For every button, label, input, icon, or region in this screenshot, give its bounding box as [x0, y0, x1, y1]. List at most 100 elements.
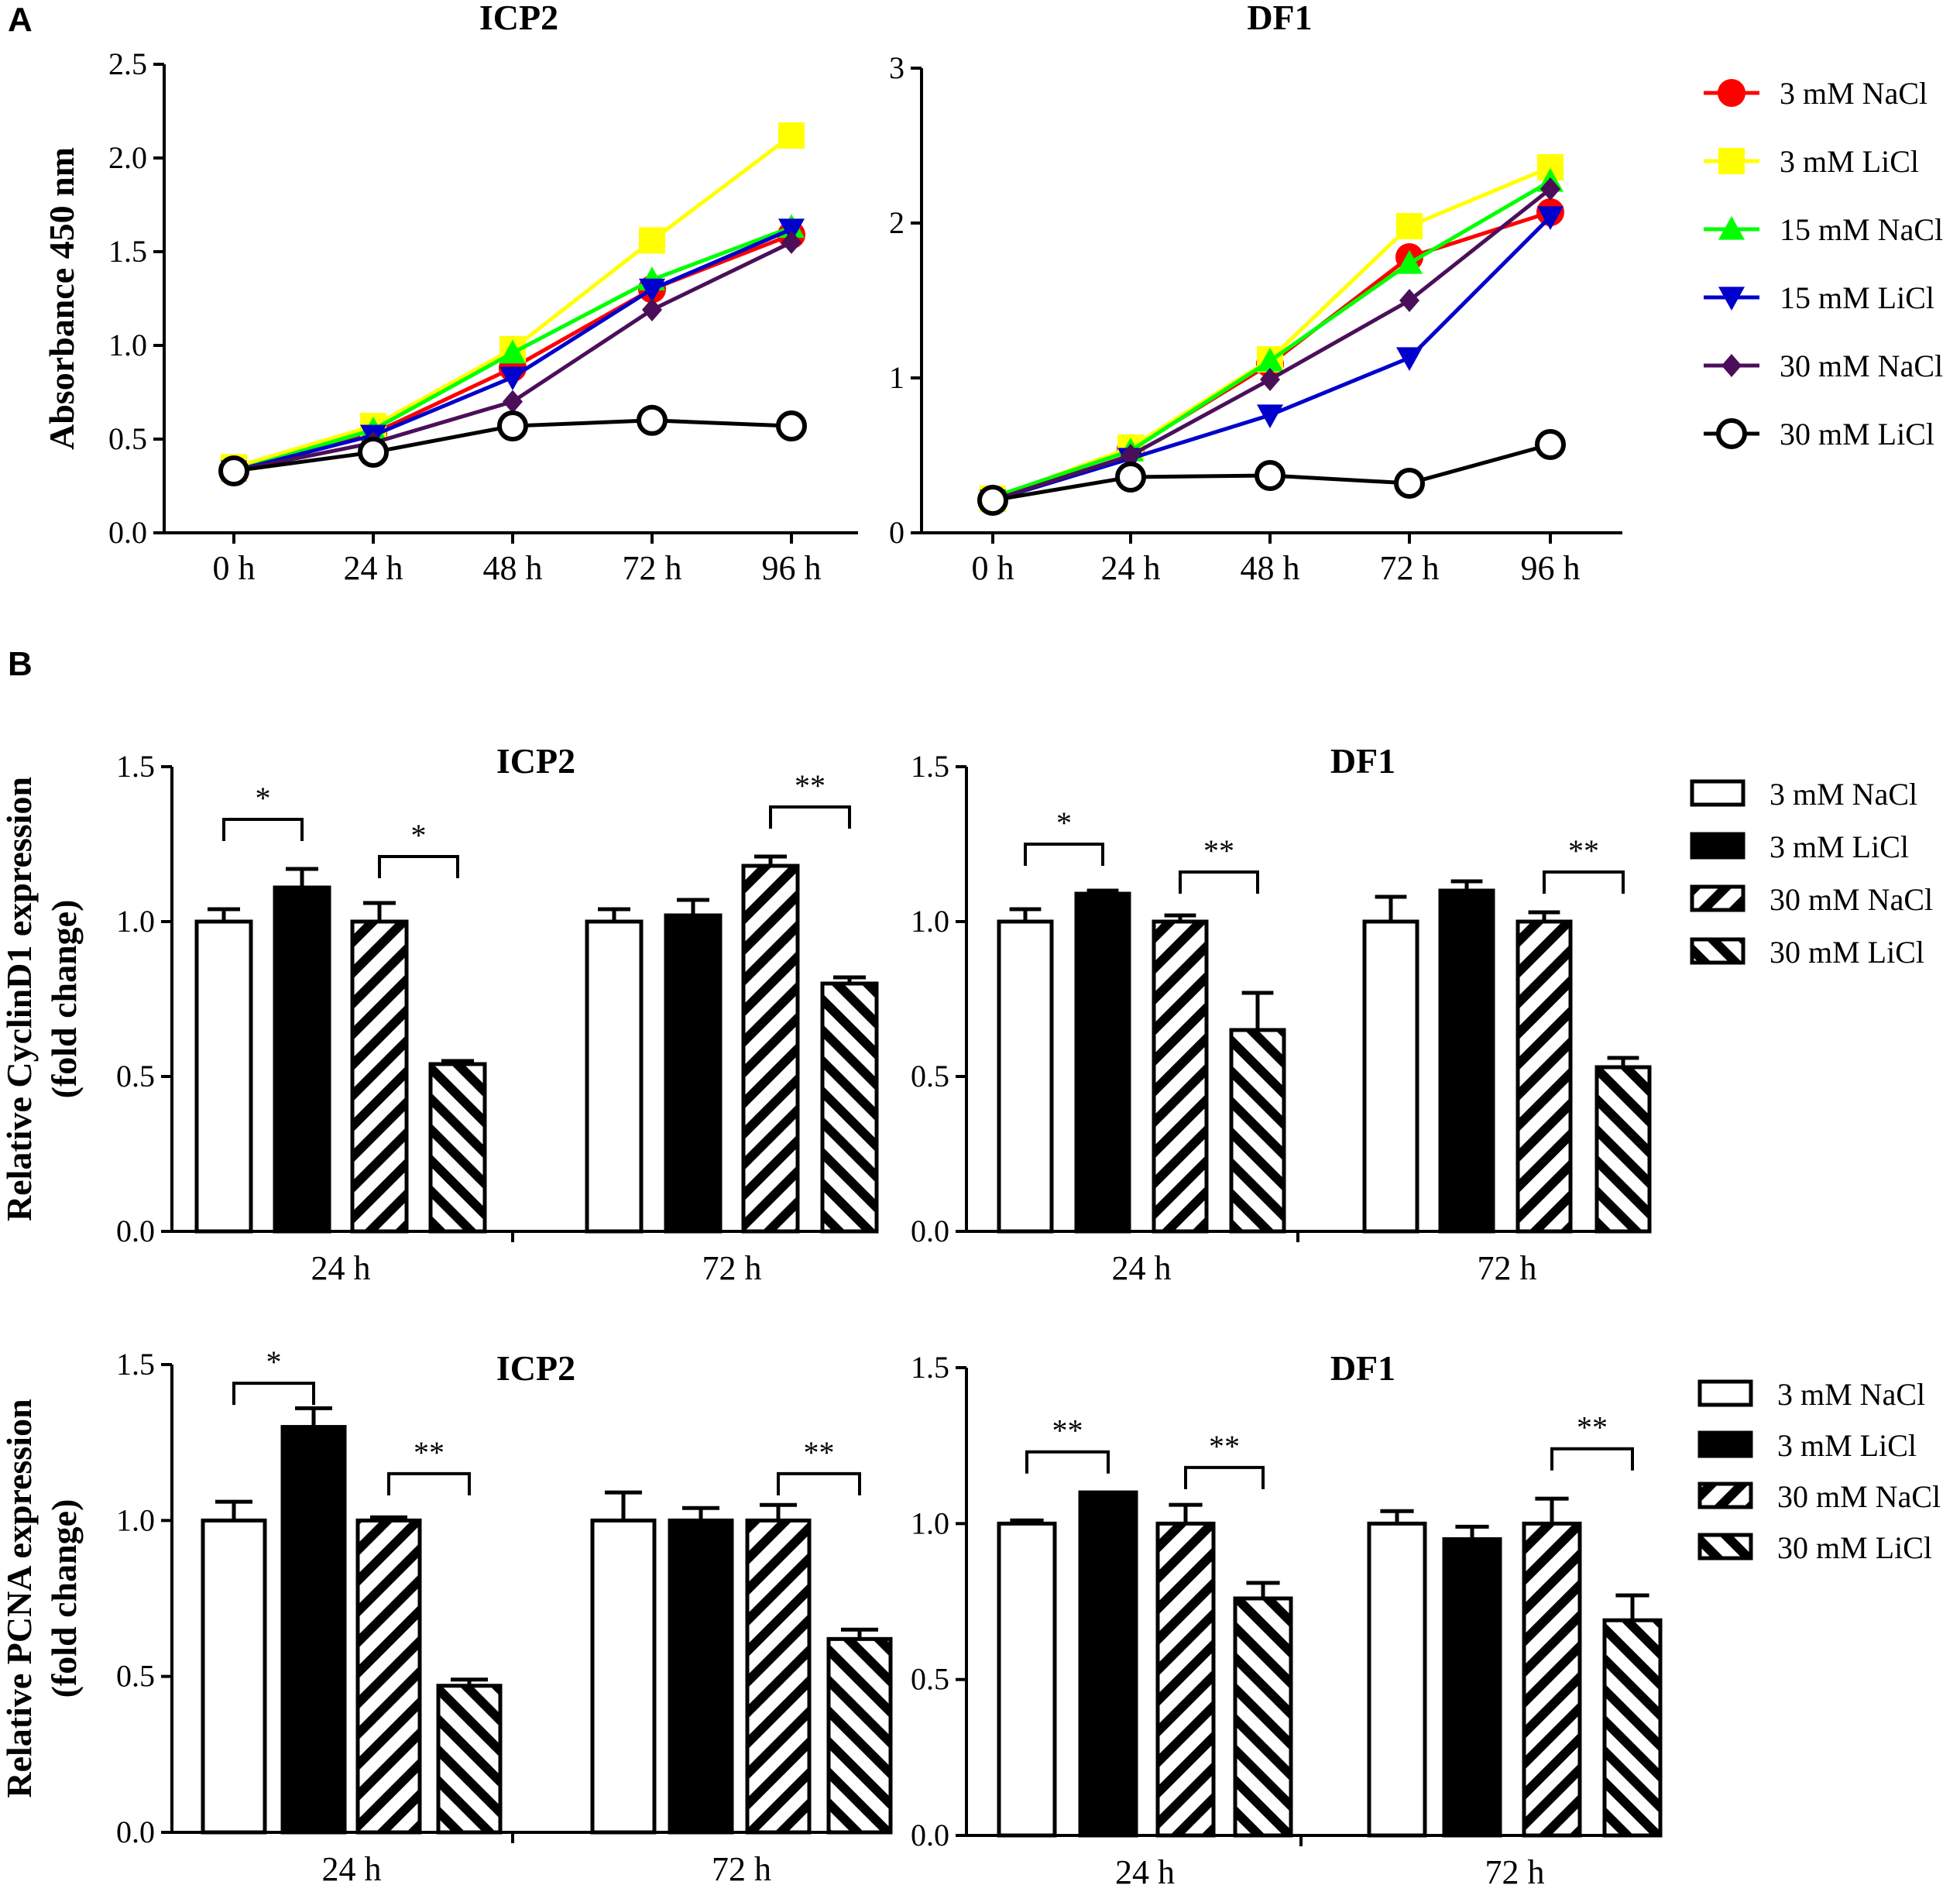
- bar: [585, 919, 644, 1234]
- bar: [1602, 1618, 1663, 1838]
- chart-a-df1: 0 1 2 3 DF1 0 h 24 h 48 h 72 h 96 h: [889, 0, 1622, 587]
- data-point: [1535, 429, 1566, 460]
- y-tick-label: 1: [889, 360, 904, 395]
- x-group-label: 72 h: [712, 1850, 771, 1885]
- legend-label: 30 mM LiCl: [1777, 1530, 1932, 1565]
- legend-a-item: 15 mM LiCl: [1704, 280, 1934, 315]
- x-tick-label: 96 h: [1521, 549, 1581, 587]
- bar: [1074, 891, 1131, 1234]
- significance-bracket: [1025, 1450, 1110, 1474]
- data-point: [776, 410, 807, 442]
- legend-label: 15 mM LiCl: [1780, 280, 1934, 315]
- series-line: [992, 165, 1551, 501]
- bar: [1522, 1521, 1582, 1838]
- series-30-mm-licl: [218, 404, 807, 487]
- chart-title: ICP2: [496, 741, 575, 781]
- data-point: [1257, 348, 1283, 372]
- legend-marker: [1718, 148, 1745, 174]
- y-tick-label: 1.0: [116, 904, 155, 939]
- y-tick-label: 3: [889, 50, 904, 85]
- bar: [1594, 1065, 1652, 1234]
- legend-b-item: 30 mM NaCl: [1697, 1479, 1941, 1514]
- significance-label: **: [804, 1435, 835, 1470]
- data-point: [778, 218, 805, 242]
- significance-bracket: [378, 855, 459, 878]
- chart-a-icp2: 0.0 0.5 1.0 1.5 2.0 2.5 ICP2 0 h 24 h 48 h 72 h 96 …: [42, 0, 858, 587]
- bar: [590, 1518, 657, 1835]
- x-group-label: 72 h: [1478, 1249, 1537, 1287]
- significance-label: **: [1209, 1429, 1240, 1464]
- x-group-label: 24 h: [1115, 1853, 1175, 1885]
- data-point: [499, 339, 526, 364]
- y-tick-label: 2: [889, 205, 904, 240]
- bar: [280, 1425, 347, 1835]
- legend-label: 30 mM NaCl: [1769, 882, 1933, 917]
- data-point: [1396, 213, 1423, 239]
- legend-marker: [1721, 354, 1742, 377]
- y-axis-label-line2: (fold change): [44, 1499, 84, 1698]
- legend-panel-b-pcna: 3 mM NaCl 3 mM LiCl 30 mM NaCl 30 mM LiCl: [1697, 1377, 1941, 1565]
- significance-bracket: [777, 1471, 861, 1495]
- significance-bracket: [1179, 870, 1259, 894]
- y-tick-label: 0.0: [108, 515, 147, 550]
- significance-bracket: [1024, 843, 1104, 866]
- data-point: [1399, 289, 1419, 312]
- y-tick-label: 1.0: [108, 328, 147, 362]
- x-group-label: 24 h: [311, 1249, 371, 1287]
- significance-label: **: [1568, 833, 1599, 868]
- data-point: [1540, 177, 1560, 201]
- bar: [826, 1636, 893, 1835]
- data-point: [639, 227, 665, 254]
- legend-b-item: 30 mM LiCl: [1697, 1530, 1932, 1565]
- legend-marker: [1718, 79, 1745, 107]
- bar: [997, 1521, 1057, 1838]
- y-tick-label: 1.0: [911, 1506, 949, 1540]
- data-point: [781, 230, 802, 254]
- legend-swatch: [1690, 832, 1745, 860]
- chart-b-cyclin-icp2: 0.0 0.5 1.0 1.5 ICP2 Relative CyclinD1 expres…: [0, 741, 879, 1287]
- data-point: [1121, 444, 1141, 467]
- y-tick-label: 0.0: [911, 1214, 949, 1248]
- significance-bracket: [232, 1382, 315, 1406]
- legend-label: 3 mM LiCl: [1780, 144, 1919, 179]
- legend-label: 30 mM NaCl: [1777, 1479, 1941, 1514]
- x-tick-label: 48 h: [483, 549, 543, 587]
- legend-b-item: 3 mM NaCl: [1697, 1377, 1925, 1412]
- legend-b-item: 30 mM NaCl: [1690, 882, 1933, 917]
- legend-label: 30 mM NaCl: [1780, 349, 1943, 383]
- y-tick-label: 0.5: [911, 1662, 949, 1697]
- data-point: [1537, 206, 1564, 230]
- series-3-mm-licl: [980, 154, 1564, 512]
- x-group-label: 72 h: [702, 1249, 762, 1287]
- y-tick-label: 1.0: [116, 1502, 155, 1537]
- charts-layer: 0.0 0.5 1.0 1.5 2.0 2.5 ICP2 0 h 24 h 48 h 72 h 96 …: [0, 0, 1663, 1885]
- bar: [194, 919, 253, 1234]
- bar: [1155, 1521, 1216, 1838]
- chart-title: ICP2: [479, 0, 558, 37]
- y-tick-label: 1.5: [116, 749, 155, 784]
- data-point: [778, 122, 805, 149]
- legend-label: 3 mM NaCl: [1777, 1377, 1925, 1412]
- legend-label: 3 mM LiCl: [1769, 829, 1909, 864]
- series-15-mm-nacl: [980, 168, 1564, 508]
- data-point: [1115, 462, 1146, 493]
- series-30-mm-licl: [977, 429, 1566, 516]
- y-tick-label: 1.5: [911, 749, 949, 784]
- y-tick-label: 1.5: [108, 234, 147, 269]
- legend-a-item: 3 mM LiCl: [1704, 144, 1919, 179]
- chart-title: DF1: [1247, 0, 1312, 37]
- data-point: [497, 410, 528, 442]
- legend-label: 30 mM LiCl: [1780, 417, 1934, 452]
- bar: [428, 1062, 487, 1234]
- series-line: [992, 179, 1552, 500]
- x-tick-label: 24 h: [344, 549, 403, 587]
- legend-b-item: 3 mM LiCl: [1690, 829, 1909, 864]
- chart-title: DF1: [1330, 1348, 1395, 1388]
- y-tick-label: 1.5: [116, 1347, 155, 1382]
- significance-label: **: [795, 768, 826, 803]
- significance-bracket: [1184, 1465, 1265, 1489]
- bar: [997, 919, 1054, 1234]
- bar: [201, 1518, 267, 1835]
- y-tick-label: 0.0: [116, 1815, 155, 1849]
